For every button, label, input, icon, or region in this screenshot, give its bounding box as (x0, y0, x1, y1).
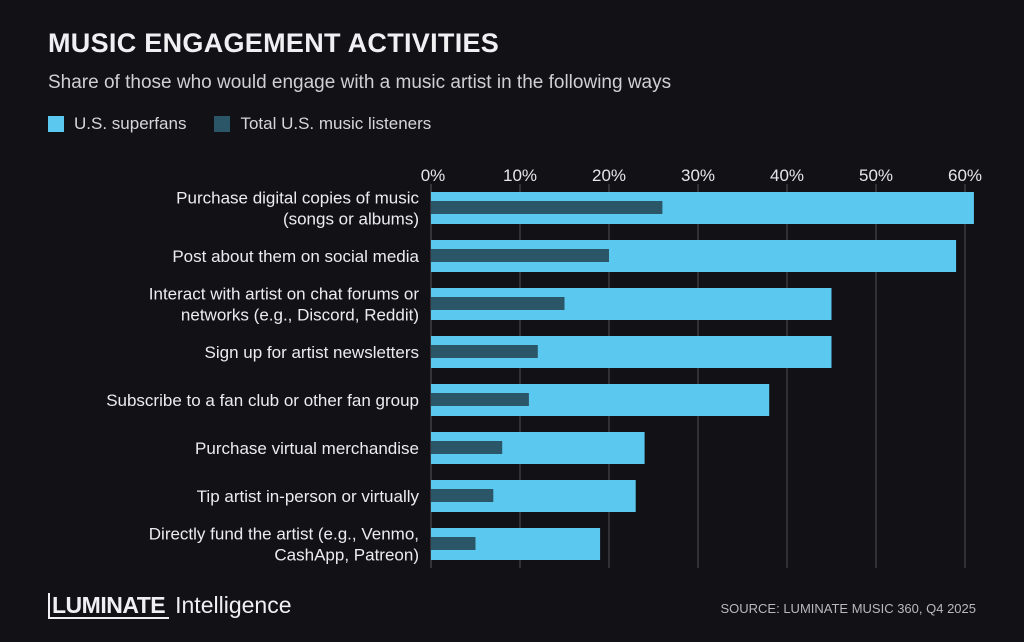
chart-title: MUSIC ENGAGEMENT ACTIVITIES (48, 28, 500, 58)
x-tick-label: 20% (592, 166, 626, 185)
bar-total-listeners (431, 441, 503, 454)
category-label: Tip artist in-person or virtually (197, 487, 420, 506)
x-tick-label: 10% (503, 166, 537, 185)
legend-item-superfans: U.S. superfans (48, 114, 186, 134)
category-label: Interact with artist on chat forums or (149, 285, 420, 304)
x-tick-label: 60% (948, 166, 982, 185)
category-label: Purchase virtual merchandise (195, 439, 419, 458)
x-tick-label: 50% (859, 166, 893, 185)
category-label: Post about them on social media (172, 247, 419, 266)
category-label: networks (e.g., Discord, Reddit) (181, 306, 419, 325)
source-note: SOURCE: LUMINATE MUSIC 360, Q4 2025 (720, 601, 976, 616)
bar-total-listeners (431, 201, 663, 214)
bar-total-listeners (431, 345, 538, 358)
category-label: CashApp, Patreon) (274, 546, 419, 565)
bar-total-listeners (431, 489, 494, 502)
luminate-logo: LUMINATE Intelligence (48, 592, 291, 619)
legend-label-superfans: U.S. superfans (74, 114, 187, 133)
x-tick-label: 0% (421, 166, 446, 185)
x-tick-label: 30% (681, 166, 715, 185)
bar-total-listeners (431, 249, 609, 262)
legend-label-total-listeners: Total U.S. music listeners (240, 114, 432, 133)
bar-total-listeners (431, 393, 529, 406)
category-label: Subscribe to a fan club or other fan gro… (106, 391, 419, 410)
x-tick-label: 40% (770, 166, 804, 185)
legend-swatch-superfans (48, 116, 64, 132)
bar-total-listeners (431, 297, 565, 310)
logo-bold-text: LUMINATE (48, 593, 170, 619)
logo-light-text: Intelligence (175, 592, 292, 618)
category-label: Directly fund the artist (e.g., Venmo, (149, 525, 419, 544)
legend-item-total-listeners: Total U.S. music listeners (214, 114, 431, 134)
legend: U.S. superfans Total U.S. music listener… (48, 114, 431, 134)
category-label: Purchase digital copies of music (176, 189, 419, 208)
category-label: (songs or albums) (283, 210, 419, 229)
bar-total-listeners (431, 537, 476, 550)
legend-swatch-total-listeners (214, 116, 231, 132)
category-label: Sign up for artist newsletters (205, 343, 419, 362)
chart-subtitle: Share of those who would engage with a m… (48, 72, 672, 93)
